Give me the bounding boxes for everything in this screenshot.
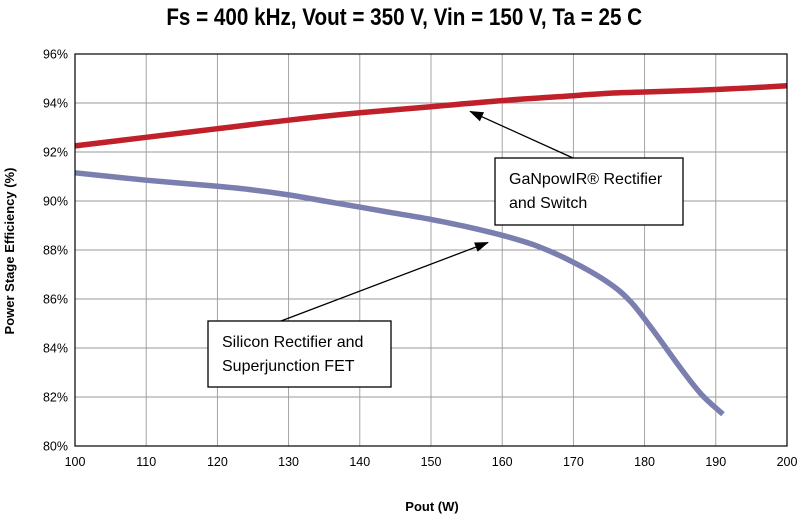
- series-line-ganpowir: [74, 83, 788, 149]
- x-tick-label: 110: [136, 455, 156, 469]
- y-axis-label: Power Stage Efficiency (%): [2, 168, 17, 335]
- x-tick-label: 200: [777, 455, 798, 469]
- annotation-text: Superjunction FET: [222, 358, 355, 375]
- x-tick-label: 160: [492, 455, 513, 469]
- y-tick-label: 90%: [43, 195, 68, 209]
- x-tick-label: 100: [65, 455, 86, 469]
- plot-border: [74, 53, 788, 447]
- y-tick-label: 80%: [43, 440, 68, 454]
- y-tick-label: 84%: [43, 342, 68, 356]
- x-tick-label: 180: [634, 455, 655, 469]
- y-tick-label: 96%: [43, 48, 68, 62]
- y-tick-label: 88%: [43, 244, 68, 258]
- annotation-text: GaNpowIR® Rectifier: [509, 171, 663, 188]
- series-lines: [74, 83, 788, 417]
- annotation-arrow: [280, 241, 489, 322]
- x-tick-label: 150: [421, 455, 442, 469]
- x-tick-label: 130: [278, 455, 299, 469]
- y-tick-label: 92%: [43, 146, 68, 160]
- grid: [74, 53, 788, 447]
- x-tick-label: 190: [705, 455, 726, 469]
- chart-title: Fs = 400 kHz, Vout = 350 V, Vin = 150 V,…: [166, 4, 643, 31]
- axes: 100 110 120 130 140 150 160 170 180 190 200 80% 82% 8…: [43, 48, 798, 470]
- annotation-text: and Switch: [509, 195, 587, 212]
- y-tick-label: 82%: [43, 391, 68, 405]
- annotation-text: Silicon Rectifier and: [222, 334, 363, 351]
- x-tick-label: 140: [349, 455, 370, 469]
- annotations: GaNpowIR® Rectifier and Switch Silicon Rec…: [207, 110, 684, 388]
- x-tick-label: 170: [563, 455, 584, 469]
- annotation-box: [207, 320, 392, 388]
- y-tick-label: 94%: [43, 97, 68, 111]
- x-axis-label: Pout (W): [405, 499, 458, 514]
- annotation-ganpowir: GaNpowIR® Rectifier and Switch: [469, 110, 684, 226]
- y-tick-label: 86%: [43, 293, 68, 307]
- annotation-arrow: [469, 110, 574, 159]
- annotation-silicon: Silicon Rectifier and Superjunction FET: [207, 241, 489, 388]
- x-tick-label: 120: [207, 455, 228, 469]
- annotation-box: [494, 157, 684, 226]
- series-line-silicon: [74, 170, 725, 417]
